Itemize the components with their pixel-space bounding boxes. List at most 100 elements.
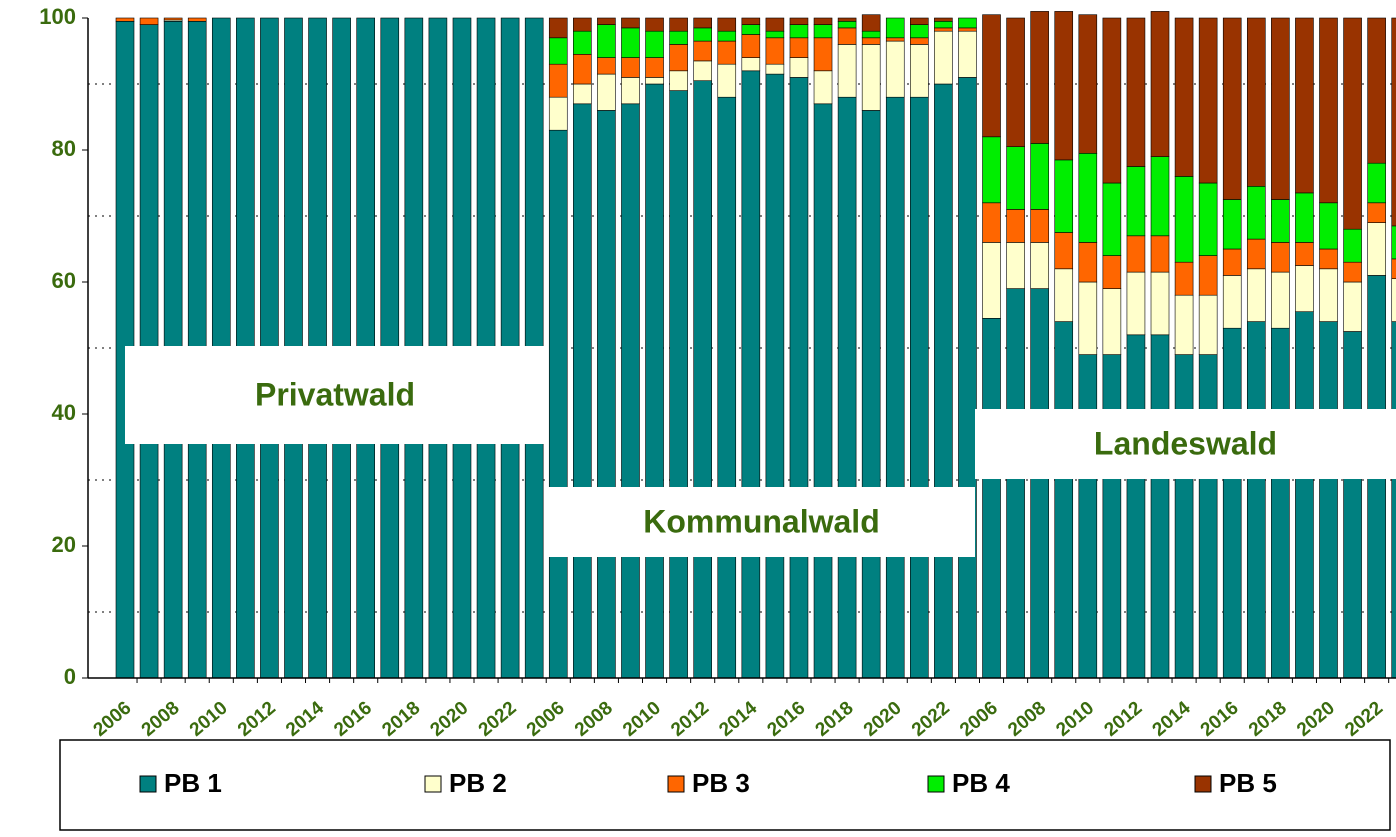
bar-segment bbox=[958, 27, 977, 32]
bar-segment bbox=[789, 17, 809, 25]
bar-segment bbox=[813, 103, 833, 679]
bar-segment bbox=[1271, 242, 1290, 273]
bar-segment bbox=[910, 44, 929, 98]
x-tick-label: 2022 bbox=[908, 698, 954, 741]
bar-segment bbox=[1222, 327, 1242, 679]
x-tick-label: 2018 bbox=[378, 698, 424, 741]
bar-segment bbox=[1367, 17, 1386, 164]
bar-segment bbox=[1343, 228, 1362, 263]
bar-segment bbox=[1343, 281, 1362, 332]
y-tick-label: 60 bbox=[52, 268, 76, 293]
bar-segment bbox=[982, 317, 1001, 679]
bar-segment bbox=[885, 17, 905, 39]
legend-swatch bbox=[667, 775, 685, 793]
bar-segment bbox=[621, 57, 640, 78]
bar-segment bbox=[548, 63, 568, 98]
bar-segment bbox=[910, 24, 929, 39]
y-tick-label: 20 bbox=[52, 532, 76, 557]
bar-segment bbox=[1174, 17, 1194, 177]
bar-segment bbox=[982, 136, 1001, 204]
bar-segment bbox=[861, 37, 881, 45]
x-tick-label: 2006 bbox=[523, 698, 569, 741]
bar-segment bbox=[958, 30, 977, 78]
bar-segment bbox=[934, 17, 953, 22]
bar-segment bbox=[548, 37, 568, 65]
bar-segment bbox=[837, 27, 857, 45]
bar-segment bbox=[910, 17, 929, 25]
bar-segment bbox=[1198, 294, 1218, 355]
bar-segment bbox=[1319, 321, 1338, 679]
bar-segment bbox=[789, 77, 809, 679]
bar-segment bbox=[1150, 271, 1170, 336]
x-tick-label: 2020 bbox=[1293, 698, 1339, 741]
bar-segment bbox=[548, 17, 568, 39]
bar-segment bbox=[1246, 17, 1266, 187]
y-tick-label: 80 bbox=[52, 136, 76, 161]
bar-segment bbox=[741, 24, 761, 35]
bar-segment bbox=[1246, 238, 1266, 270]
bar-segment bbox=[982, 242, 1001, 319]
bar-segment bbox=[621, 103, 640, 679]
bar-segment bbox=[1150, 11, 1170, 157]
bar-segment bbox=[934, 83, 953, 679]
bar-segment bbox=[597, 110, 616, 679]
bar-segment bbox=[910, 37, 929, 45]
bar-segment bbox=[597, 17, 616, 25]
bar-segment bbox=[765, 37, 785, 65]
bar-segment bbox=[789, 24, 809, 39]
x-tick-label: 2008 bbox=[1004, 698, 1050, 741]
bar-segment bbox=[115, 17, 135, 22]
bar-segment bbox=[645, 57, 664, 78]
bar-segment bbox=[765, 73, 785, 679]
y-tick-label: 40 bbox=[52, 400, 76, 425]
bar-segment bbox=[813, 70, 833, 105]
bar-segment bbox=[741, 17, 761, 25]
bar-segment bbox=[573, 17, 592, 32]
bar-segment bbox=[1102, 182, 1122, 256]
bar-segment bbox=[621, 17, 640, 29]
bar-segment bbox=[765, 63, 785, 75]
bar-segment bbox=[1006, 288, 1025, 679]
legend-label: PB 5 bbox=[1219, 768, 1277, 798]
bar-segment bbox=[1343, 17, 1362, 230]
bar-segment bbox=[837, 44, 857, 98]
bar-segment bbox=[885, 96, 905, 679]
bar-segment bbox=[548, 96, 568, 131]
bar-segment bbox=[693, 80, 712, 679]
bar-segment bbox=[693, 60, 712, 82]
bar-segment bbox=[693, 27, 712, 42]
x-tick-label: 2008 bbox=[138, 698, 184, 741]
bar-segment bbox=[645, 30, 664, 58]
x-tick-label: 2010 bbox=[186, 698, 232, 741]
bar-segment bbox=[1174, 261, 1194, 296]
bar-segment bbox=[1102, 255, 1122, 289]
bar-segment bbox=[1126, 17, 1146, 167]
annotation: Landeswald bbox=[1094, 425, 1277, 461]
bar-segment bbox=[910, 96, 929, 679]
bar-segment bbox=[669, 17, 688, 32]
bar-segment bbox=[861, 30, 881, 39]
x-tick-label: 2020 bbox=[860, 698, 906, 741]
bar-segment bbox=[1319, 248, 1338, 270]
bar-segment bbox=[717, 96, 737, 679]
bar-segment bbox=[717, 30, 737, 42]
x-tick-label: 2012 bbox=[1100, 698, 1146, 741]
bar-segment bbox=[1030, 11, 1049, 144]
bar-segment bbox=[1006, 17, 1025, 147]
legend-swatch bbox=[1194, 775, 1212, 793]
bar-segment bbox=[861, 110, 881, 679]
bar-segment bbox=[1198, 354, 1218, 679]
bar-segment bbox=[597, 57, 616, 75]
x-tick-label: 2018 bbox=[1245, 698, 1291, 741]
bar-segment bbox=[1246, 268, 1266, 322]
bar-segment bbox=[1102, 288, 1122, 355]
x-tick-label: 2022 bbox=[475, 698, 521, 741]
bar-segment bbox=[1102, 17, 1122, 184]
bar-segment bbox=[1222, 275, 1242, 329]
bar-segment bbox=[669, 44, 688, 72]
bar-segment bbox=[885, 37, 905, 42]
bar-segment bbox=[1030, 242, 1049, 289]
x-tick-label: 2006 bbox=[90, 698, 136, 741]
bar-segment bbox=[1343, 331, 1362, 679]
bar-segment bbox=[1054, 268, 1074, 322]
